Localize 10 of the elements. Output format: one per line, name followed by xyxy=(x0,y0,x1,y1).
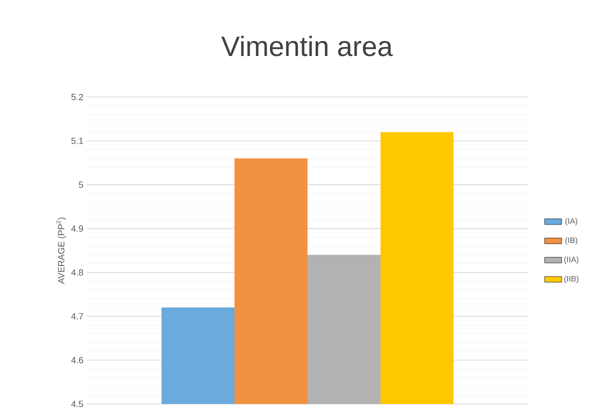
y-tick-label: 4.9 xyxy=(71,225,84,232)
y-tick-label: 5 xyxy=(78,182,84,188)
y-tick-label: 5.1 xyxy=(71,138,84,144)
chart-title: Vimentin area xyxy=(221,36,393,56)
y-tick-label: 5.2 xyxy=(71,94,84,100)
y-tick-label: 4.6 xyxy=(71,356,84,364)
y-tick-label: 4.7 xyxy=(71,313,84,320)
y-axis-title: AVERAGE (PP$^{2}$) xyxy=(56,218,66,284)
y-tick-label: 4.5 xyxy=(71,400,84,408)
y-tick-label: 4.8 xyxy=(71,269,84,276)
